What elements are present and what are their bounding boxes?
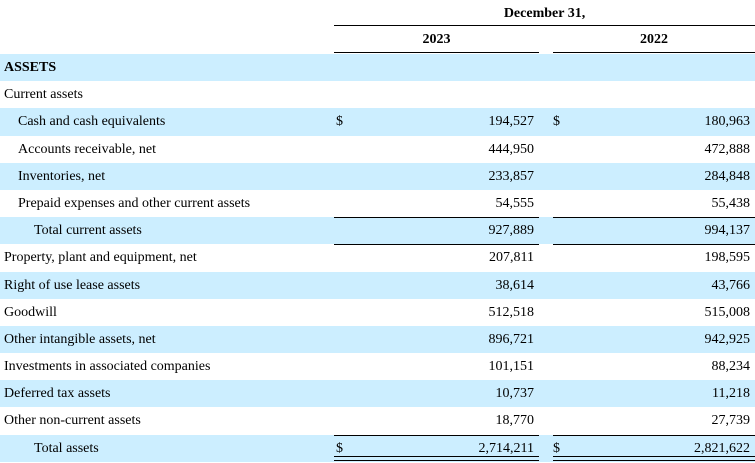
year-header-2023: 2023	[422, 32, 451, 47]
table-row: Other non-current assets 18,770 27,739	[0, 407, 755, 434]
value-2022: 27,739	[711, 413, 751, 429]
row-label: Total assets	[34, 440, 99, 456]
value-2023: 18,770	[495, 413, 535, 429]
row-label: Other non-current assets	[4, 413, 141, 429]
value-2022: 284,848	[704, 168, 751, 184]
year-header-2022: 2022	[640, 32, 668, 47]
value-2023: 207,811	[489, 250, 534, 266]
subtotal-rule-2023	[334, 434, 539, 436]
table-row: Other intangible assets, net 896,721 942,9…	[0, 325, 755, 354]
row-label: Total current assets	[34, 223, 142, 239]
row-label: Goodwill	[4, 304, 57, 320]
currency-symbol-2022: $	[553, 440, 560, 456]
row-label: Investments in associated companies	[4, 359, 211, 375]
table-row: Current assets	[0, 81, 755, 108]
value-2022: 43,766	[711, 277, 751, 293]
value-2022: 515,008	[704, 304, 751, 320]
subtotal-rule-2023	[334, 217, 539, 219]
value-2022: 472,888	[704, 141, 751, 157]
currency-symbol-2023: $	[336, 440, 343, 456]
value-2022: 180,963	[704, 114, 751, 130]
row-label: Deferred tax assets	[4, 386, 111, 402]
row-label: Other intangible assets, net	[4, 331, 156, 347]
subtotal-rule-2022	[553, 434, 755, 436]
currency-symbol-2023: $	[336, 114, 343, 130]
value-2023: 512,518	[488, 304, 535, 320]
row-label: Inventories, net	[18, 168, 106, 184]
table-row: Property, plant and equipment, net 207,81…	[0, 244, 755, 271]
total-double-rule-2022	[553, 455, 755, 461]
value-2022: 994,137	[704, 223, 751, 239]
table-row: Cash and cash equivalents $194,527 $180,96…	[0, 108, 755, 136]
subtotal-rule-2023	[334, 244, 539, 246]
table-row: Accounts receivable, net 444,950 472,888	[0, 136, 755, 163]
value-2023: 444,950	[488, 141, 535, 157]
value-2023: 927,889	[488, 223, 535, 239]
table-row: Total current assets 927,889 994,137	[0, 217, 755, 245]
row-label: Current assets	[4, 87, 83, 103]
table-row: Goodwill 512,518 515,008	[0, 299, 755, 326]
value-2023: 101,151	[488, 359, 535, 375]
value-2023: 896,721	[488, 331, 535, 347]
total-double-rule-2023	[334, 455, 539, 461]
table-row: Total assets $2,714,211 $2,821,622	[0, 434, 755, 462]
table-row: ASSETS	[0, 54, 755, 82]
subtotal-rule-2022	[553, 217, 755, 219]
table-row: Right of use lease assets 38,614 43,766	[0, 271, 755, 299]
value-2022: 198,595	[704, 250, 751, 266]
table-row: Prepaid expenses and other current asset…	[0, 190, 755, 217]
row-label: Accounts receivable, net	[18, 141, 156, 157]
value-2023: 38,614	[495, 277, 535, 293]
value-2022: 11,218	[712, 386, 750, 402]
row-label: ASSETS	[4, 60, 57, 75]
value-2022: 942,925	[704, 331, 751, 347]
value-2023: 10,737	[495, 386, 535, 402]
balance-sheet-table: ASSETS Current assets Cash and cash equiva…	[0, 54, 755, 462]
table-row: Inventories, net 233,857 284,848	[0, 162, 755, 190]
row-label: Property, plant and equipment, net	[4, 250, 197, 266]
value-2022: 2,821,622	[694, 440, 750, 456]
row-label: Prepaid expenses and other current asset…	[18, 195, 251, 211]
row-label: Right of use lease assets	[4, 277, 141, 293]
value-2022: 55,438	[711, 195, 751, 211]
value-2023: 194,527	[488, 114, 535, 130]
currency-symbol-2022: $	[553, 114, 560, 130]
value-2023: 2,714,211	[478, 440, 534, 456]
value-2023: 54,555	[495, 195, 535, 211]
year-rule-2022	[553, 52, 755, 53]
period-rule	[334, 25, 755, 26]
value-2022: 88,234	[711, 359, 751, 375]
year-rule-2023	[334, 52, 539, 53]
row-label: Cash and cash equivalents	[18, 114, 166, 130]
subtotal-rule-2022	[553, 244, 755, 246]
table-row: Deferred tax assets 10,737 11,218	[0, 380, 755, 408]
table-row: Investments in associated companies 101,1…	[0, 353, 755, 380]
value-2023: 233,857	[488, 168, 535, 184]
period-header: December 31,	[503, 6, 586, 21]
